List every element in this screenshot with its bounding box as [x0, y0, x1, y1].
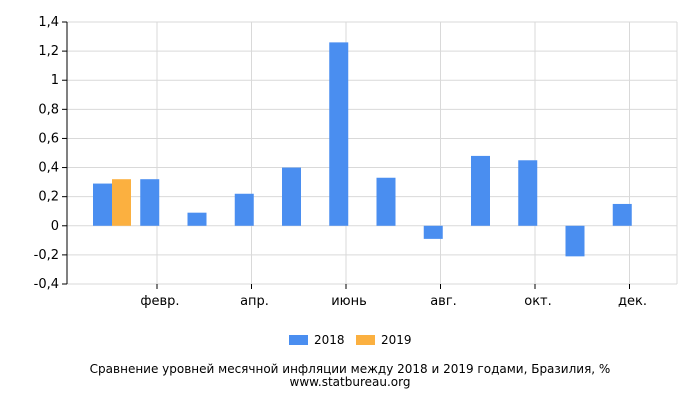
- bar-2018-6: [329, 42, 349, 226]
- chart-caption: Сравнение уровней месячной инфляции межд…: [0, 363, 700, 389]
- bar-2019-1: [112, 179, 131, 226]
- grid: [67, 21, 678, 285]
- legend-label-2019: 2019: [381, 333, 412, 347]
- legend-swatch-2018: [289, 335, 308, 345]
- bar-2018-7: [376, 177, 396, 226]
- y-tick-label: 0,2: [38, 190, 59, 205]
- y-axis-ticks: -0,4 -0,2 0 0,2 0,4 0,6 0,8 1 1,2 1,4: [34, 15, 67, 292]
- y-tick-label: 0,4: [38, 161, 59, 176]
- bar-2018-4: [234, 193, 254, 226]
- y-tick-label: 1,2: [38, 44, 59, 59]
- x-tick-label: окт.: [524, 294, 552, 309]
- bar-2018-2: [140, 179, 160, 226]
- chart-title: Сравнение уровней месячной инфляции межд…: [89, 362, 611, 376]
- y-tick-label: -0,2: [34, 248, 59, 263]
- bar-2018-8: [423, 225, 443, 239]
- bar-2018-12: [612, 203, 632, 226]
- y-tick-label: 1: [51, 73, 59, 88]
- y-tick-label: -0,4: [34, 277, 59, 292]
- bar-2018-1: [93, 183, 112, 226]
- x-tick-label: апр.: [240, 294, 269, 309]
- x-tick-label: июнь: [331, 294, 367, 309]
- x-tick-label: авг.: [430, 294, 457, 309]
- y-tick-label: 1,4: [38, 15, 59, 30]
- x-axis-ticks: февр. апр. июнь авг. окт. дек.: [140, 284, 647, 309]
- legend-label-2018: 2018: [314, 333, 345, 347]
- bar-2018-10: [518, 160, 538, 226]
- bar-2018-3: [187, 212, 207, 226]
- legend-swatch-2019: [356, 335, 375, 345]
- bars: [93, 42, 632, 257]
- x-tick-label: февр.: [140, 294, 179, 309]
- x-tick-label: дек.: [618, 294, 647, 309]
- source-link[interactable]: www.statbureau.org: [289, 375, 411, 389]
- y-tick-label: 0: [51, 219, 59, 234]
- legend: 2018 2019: [289, 333, 412, 347]
- bar-2018-11: [565, 225, 585, 257]
- y-tick-label: 0,8: [38, 102, 59, 117]
- y-tick-label: 0,6: [38, 131, 59, 146]
- inflation-bar-chart: -0,4 -0,2 0 0,2 0,4 0,6 0,8 1 1,2 1,4 февр. апр. ию…: [34, 15, 678, 347]
- bar-2018-9: [471, 155, 490, 226]
- bar-2018-5: [282, 167, 301, 226]
